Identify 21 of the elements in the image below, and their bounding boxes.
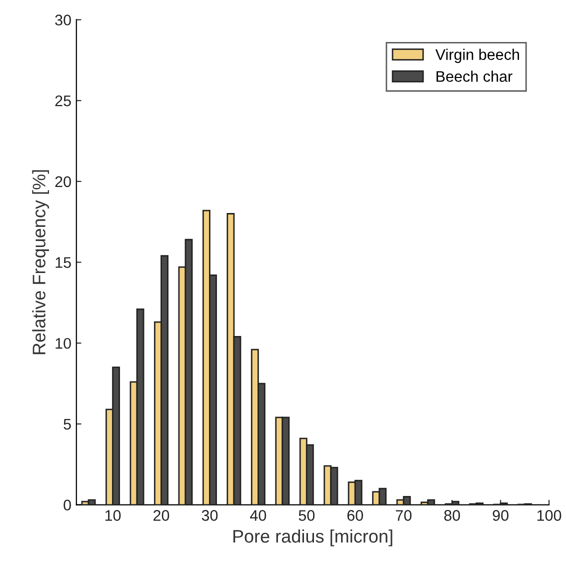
x-tick-label: 30	[202, 510, 218, 521]
x-tick-label: 10	[105, 510, 121, 521]
legend-label: Beech char	[436, 70, 512, 82]
y-tick-label: 0	[64, 500, 71, 510]
y-tick-label: 5	[64, 418, 71, 430]
x-tick-label: 50	[298, 510, 315, 521]
x-tick-label: 60	[347, 510, 364, 521]
y-tick-label: 15	[56, 257, 71, 268]
y-tick-label: 10	[56, 338, 71, 349]
x-tick-label: 40	[250, 510, 266, 521]
y-tick-label: 30	[55, 14, 71, 26]
y-tick-label: 20	[55, 176, 71, 188]
x-tick-label: 100	[537, 510, 562, 521]
x-tick-label: 70	[396, 510, 412, 521]
x-tick-label: 80	[444, 510, 460, 521]
x-tick-label: 20	[154, 510, 170, 521]
x-tick-label: 90	[492, 510, 508, 521]
y-tick-label: 25	[55, 95, 71, 106]
legend-label: Virgin beech	[435, 48, 520, 64]
y-axis-title: Relative Frequency [%]	[32, 170, 49, 354]
x-axis-title: Pore radius [micron]	[233, 529, 392, 546]
